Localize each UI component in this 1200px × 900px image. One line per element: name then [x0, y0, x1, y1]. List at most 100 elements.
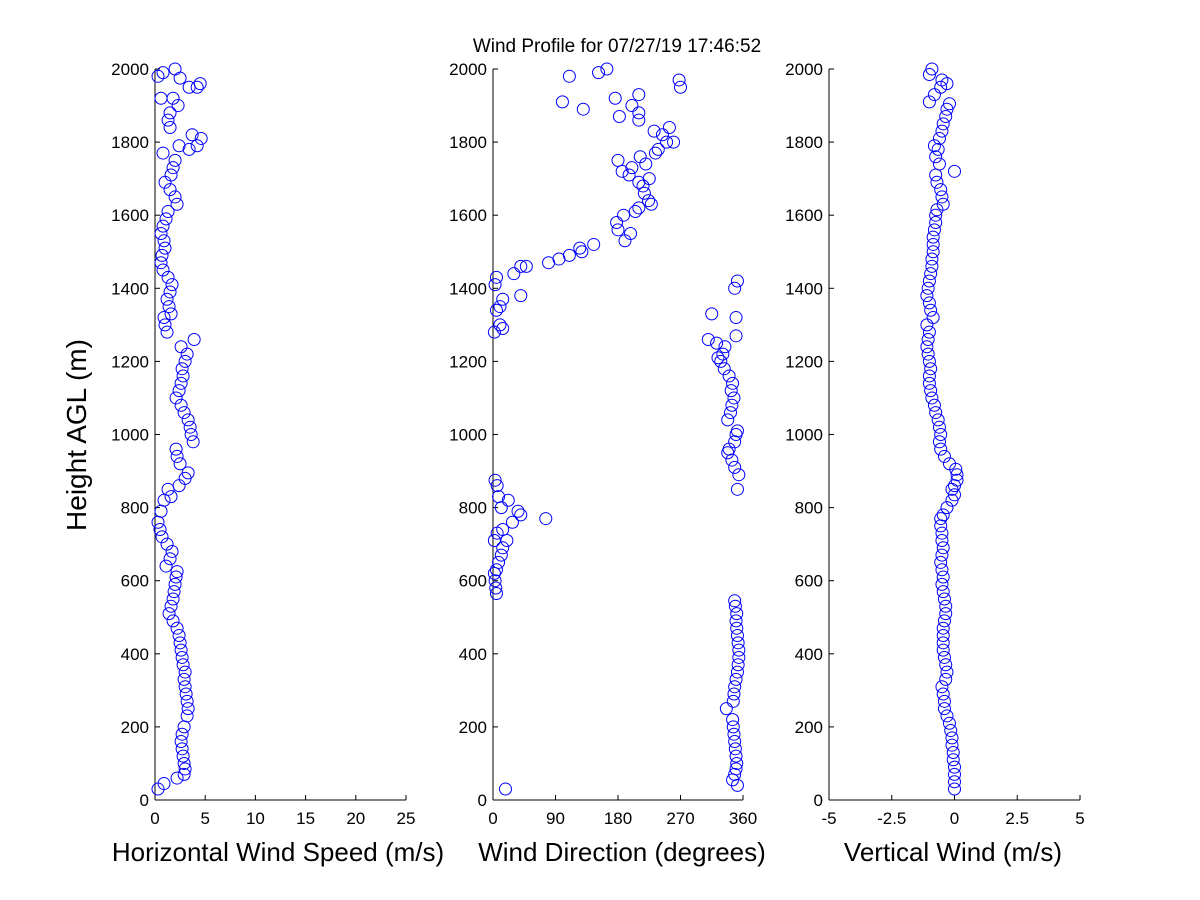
data-point	[672, 73, 686, 87]
data-point	[163, 552, 177, 566]
data-point	[921, 281, 935, 295]
data-point	[651, 142, 665, 156]
data-point	[493, 300, 507, 314]
data-point	[168, 153, 182, 167]
data-point	[168, 577, 182, 591]
x-tick-label: 20	[346, 809, 365, 828]
data-point	[732, 468, 746, 482]
data-point	[165, 544, 179, 558]
data-point	[576, 102, 590, 116]
data-point	[170, 771, 184, 785]
y-tick-label: 0	[478, 791, 487, 810]
data-point	[926, 311, 940, 325]
data-point	[185, 128, 199, 142]
data-point	[726, 713, 740, 727]
chart-title: Wind Profile for 07/27/19 17:46:52	[473, 36, 761, 57]
data-point	[948, 760, 961, 774]
data-point	[936, 197, 950, 211]
data-point	[179, 687, 193, 701]
data-point	[936, 636, 950, 650]
data-point	[948, 767, 961, 781]
y-tick-label: 1400	[449, 279, 487, 298]
data-point	[936, 508, 950, 522]
data-point	[514, 259, 528, 273]
data-point	[728, 281, 742, 295]
data-point	[942, 457, 956, 471]
data-point	[183, 420, 197, 434]
data-point	[724, 384, 738, 398]
data-point	[726, 694, 740, 708]
data-point	[489, 581, 503, 595]
y-tick-label: 1600	[785, 206, 823, 225]
data-point	[160, 537, 174, 551]
data-point	[920, 289, 934, 303]
data-point	[939, 599, 953, 613]
data-point	[160, 325, 174, 339]
data-point	[161, 113, 175, 127]
data-point	[166, 614, 180, 628]
data-point	[924, 267, 938, 281]
x-tick-label: 0	[150, 809, 159, 828]
data-point	[173, 636, 187, 650]
data-point	[177, 672, 191, 686]
y-tick-label: 400	[459, 645, 487, 664]
data-point	[642, 172, 656, 186]
y-tick-label: 0	[814, 791, 823, 810]
data-point	[945, 738, 959, 752]
data-point	[157, 234, 171, 248]
data-point	[575, 245, 589, 259]
data-point	[489, 303, 503, 317]
data-point	[647, 124, 661, 138]
data-point	[727, 727, 741, 741]
data-point	[729, 762, 743, 776]
data-point	[730, 424, 744, 438]
data-point	[194, 131, 208, 145]
data-point	[169, 570, 183, 584]
data-point	[154, 226, 168, 240]
data-point	[929, 216, 943, 230]
data-point	[170, 449, 184, 463]
x-tick-label: 270	[666, 809, 694, 828]
data-point	[190, 80, 204, 94]
data-point	[729, 672, 743, 686]
data-point	[492, 490, 506, 504]
data-point	[926, 245, 940, 259]
data-point	[725, 398, 739, 412]
data-point	[726, 720, 740, 734]
data-point	[184, 428, 198, 441]
data-point	[931, 142, 945, 156]
data-point	[187, 332, 201, 346]
data-point	[156, 263, 170, 277]
data-point	[157, 777, 171, 791]
data-point	[722, 369, 736, 383]
data-point	[573, 241, 587, 255]
x-tick-label: 90	[546, 809, 565, 828]
y-tick-label: 1000	[785, 426, 823, 445]
y-tick-label: 1200	[111, 352, 149, 371]
y-tick-label: 2000	[111, 60, 149, 79]
data-point	[925, 391, 939, 405]
data-point	[173, 457, 187, 471]
data-point	[190, 139, 204, 153]
data-point	[932, 131, 946, 145]
data-point	[488, 574, 502, 588]
y-tick-label: 1600	[449, 206, 487, 225]
data-point	[181, 702, 195, 716]
data-point	[181, 413, 195, 427]
data-point	[701, 332, 715, 346]
data-point	[935, 190, 949, 204]
data-point	[171, 99, 185, 113]
data-point	[932, 157, 946, 171]
x-tick-label: 180	[604, 809, 632, 828]
data-point	[942, 716, 956, 730]
data-point	[180, 709, 194, 723]
data-point	[632, 88, 646, 102]
data-point	[489, 586, 503, 600]
data-point	[178, 762, 192, 776]
y-tick-label: 800	[121, 499, 149, 518]
y-tick-label: 2000	[449, 60, 487, 79]
data-point	[496, 541, 510, 555]
data-point	[612, 110, 626, 124]
data-point	[729, 311, 743, 325]
